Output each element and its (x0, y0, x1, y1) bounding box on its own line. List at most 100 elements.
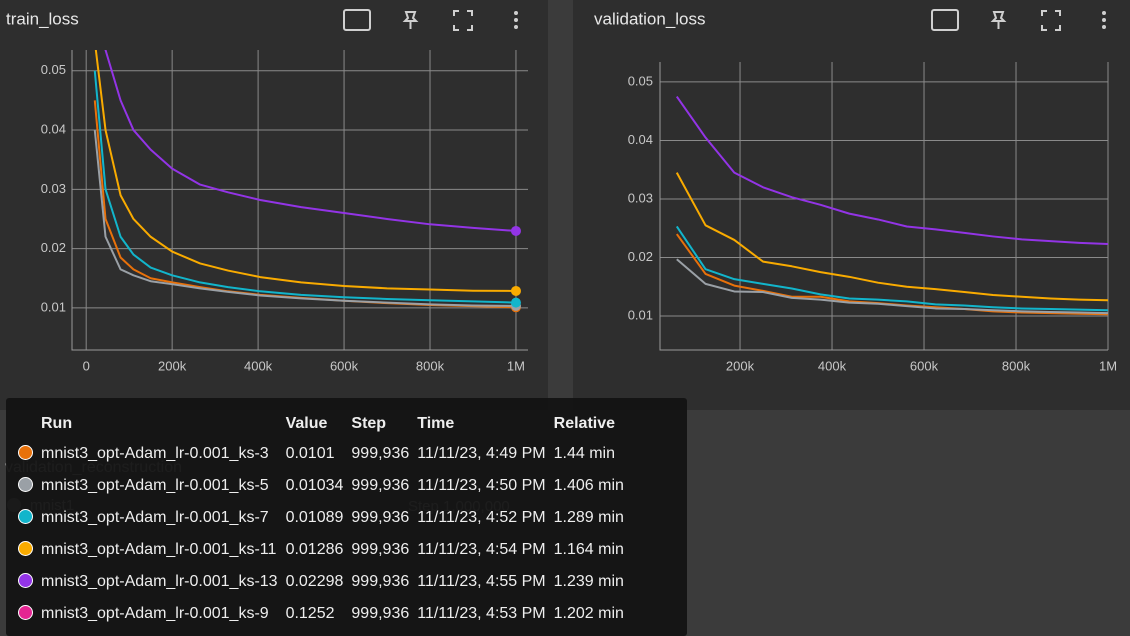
cell-run: mnist3_opt-Adam_lr-0.001_ks-9 (41, 605, 269, 622)
y-tick-label: 0.03 (628, 190, 653, 205)
axis (71, 50, 528, 351)
cell-run: mnist3_opt-Adam_lr-0.001_ks-3 (41, 445, 269, 462)
y-tick-label: 0.03 (41, 181, 66, 196)
tooltip-row: mnist3_opt-Adam_lr-0.001_ks-9 0.1252 999,9… (14, 598, 628, 630)
tooltip-row: mnist3_opt-Adam_lr-0.001_ks-13 0.02298 999… (14, 566, 628, 598)
cell-step: 999,936 (351, 541, 410, 558)
series-line (93, 129, 516, 307)
y-tick-label: 0.05 (628, 73, 653, 88)
header-cell: Value (285, 415, 328, 432)
cell-value: 0.0101 (285, 445, 335, 462)
y-tick-label: 0.04 (628, 132, 653, 147)
cell-step: 999,936 (351, 573, 410, 590)
x-tick-label: 1M (1099, 358, 1117, 373)
cell-value: 0.01286 (285, 541, 344, 558)
x-tick-label: 600k (910, 358, 939, 373)
header-cell: Step (351, 415, 387, 432)
series-line (675, 225, 1108, 312)
y-tick-label: 0.05 (41, 62, 66, 77)
cell-step: 999,936 (351, 445, 410, 462)
header-cell (14, 410, 37, 438)
cell-step: 999,936 (351, 509, 410, 526)
run-swatch (18, 477, 33, 492)
x-tick-label: 800k (416, 358, 445, 373)
cell-run: mnist3_opt-Adam_lr-0.001_ks-13 (41, 573, 278, 590)
swatch-cell (14, 502, 37, 534)
tooltip-row: mnist3_opt-Adam_lr-0.001_ks-3 0.0101 999,9… (14, 438, 628, 470)
toolbar[interactable] (343, 9, 1061, 31)
cell-step: 999,936 (351, 477, 410, 494)
panel (0, 0, 548, 410)
cell-run: mnist3_opt-Adam_lr-0.001_ks-7 (41, 509, 269, 526)
swatch-cell (14, 598, 37, 630)
series-line (676, 258, 1108, 315)
end-marker (510, 297, 521, 308)
cell-relative: 1.239 min (553, 573, 624, 590)
swatch-cell (14, 470, 37, 502)
run-swatch (18, 445, 33, 460)
cell-time: 11/11/23, 4:54 PM (417, 541, 546, 558)
y-tick-label: 0.02 (41, 240, 66, 255)
cell-time: 11/11/23, 4:50 PM (417, 477, 546, 494)
plot (93, 50, 517, 309)
x-tick-label: 200k (158, 358, 187, 373)
cell-relative: 1.406 min (553, 477, 624, 494)
header-cell: Time (417, 415, 455, 432)
swatch-cell (14, 566, 37, 598)
cell-time: 11/11/23, 4:49 PM (417, 445, 546, 462)
cell-value: 0.1252 (285, 605, 335, 622)
cell-relative: 1.44 min (553, 445, 616, 462)
run-swatch (18, 541, 33, 556)
swatch-cell (14, 438, 37, 470)
menu-icon[interactable] (514, 11, 1106, 29)
cell-time: 11/11/23, 4:53 PM (417, 605, 546, 622)
cell-step: 999,936 (351, 605, 410, 622)
series-line (675, 172, 1108, 302)
x-tick-label: 400k (818, 358, 847, 373)
cell-time: 11/11/23, 4:52 PM (417, 509, 546, 526)
y-tick-label: 0.01 (41, 299, 66, 314)
x-tick-label: 600k (330, 358, 359, 373)
plot (675, 95, 1108, 316)
x-tick-label: 400k (244, 358, 273, 373)
run-swatch (18, 573, 33, 588)
header-cell: Relative (553, 415, 616, 432)
tooltip-table: Run Value Step Time Relative mnist3_opt-Adam_… (14, 410, 628, 630)
x-tick-label: 1M (507, 358, 525, 373)
run-swatch (18, 605, 33, 620)
cell-run: mnist3_opt-Adam_lr-0.001_ks-11 (41, 541, 277, 558)
cell-value: 0.02298 (285, 573, 344, 590)
series-line (94, 50, 516, 292)
end-marker (510, 285, 521, 296)
cell-relative: 1.164 min (553, 541, 624, 558)
tooltip: Run Value Step Time Relative mnist3_opt-Adam_… (6, 398, 687, 636)
tooltip-row: mnist3_opt-Adam_lr-0.001_ks-11 0.01286 999… (14, 534, 628, 566)
y-tick-label: 0.01 (628, 307, 653, 322)
tooltip-row: mnist3_opt-Adam_lr-0.001_ks-7 0.01089 999,… (14, 502, 628, 534)
x-tick-label: 0 (83, 358, 90, 373)
chart-title: validation_loss (594, 9, 706, 28)
header-row: Run Value Step Time Relative (14, 410, 628, 438)
series-line (675, 95, 1108, 246)
tooltip-row: mnist3_opt-Adam_lr-0.001_ks-5 0.01034 999,… (14, 470, 628, 502)
cell-run: mnist3_opt-Adam_lr-0.001_ks-5 (41, 477, 269, 494)
header-cell: Run (41, 415, 73, 432)
cell-value: 0.01034 (285, 477, 344, 494)
series-line (104, 50, 517, 232)
chart-title: train_loss (6, 9, 79, 28)
panel (573, 0, 1130, 410)
series-line (93, 70, 516, 304)
x-tick-label: 800k (1002, 358, 1031, 373)
cell-time: 11/11/23, 4:55 PM (417, 573, 546, 590)
run-swatch (18, 509, 33, 524)
y-tick-label: 0.02 (628, 249, 653, 264)
x-tick-label: 200k (726, 358, 755, 373)
y-tick-label: 0.04 (41, 121, 66, 136)
axis (659, 62, 1108, 351)
cell-value: 0.01089 (285, 509, 344, 526)
cell-relative: 1.202 min (553, 605, 624, 622)
end-marker (510, 225, 521, 236)
swatch-cell (14, 534, 37, 566)
